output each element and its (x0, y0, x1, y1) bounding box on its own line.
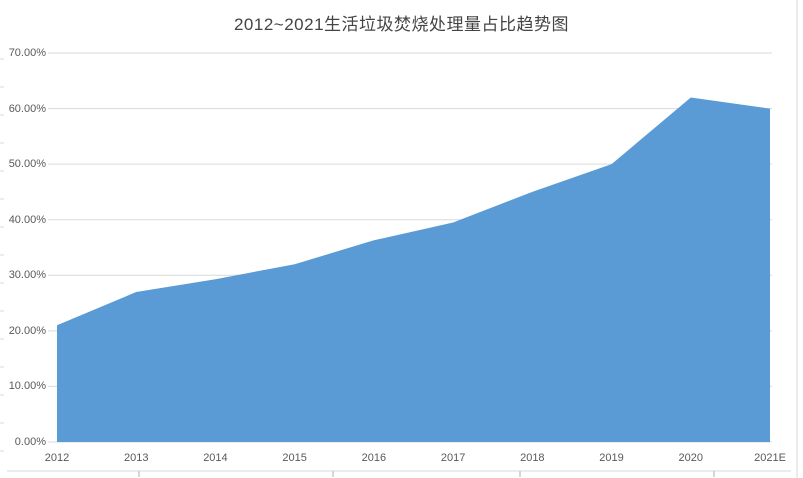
x-tick-label: 2015 (282, 452, 307, 464)
x-tick-label: 2020 (678, 452, 703, 464)
chart-title: 2012~2021生活垃圾焚烧处理量占比趋势图 (233, 15, 570, 34)
y-tick-label: 10.00% (8, 380, 46, 393)
x-tick-label: 2012 (44, 452, 70, 464)
y-tick-label: 70.00% (8, 47, 46, 59)
x-tick-label: 2018 (520, 452, 545, 464)
x-tick-label: 2016 (361, 452, 387, 464)
x-tick-label: 2021E (754, 452, 786, 464)
y-tick-label: 50.00% (8, 158, 46, 171)
x-tick-label: 2013 (123, 452, 149, 464)
y-tick-label: 30.00% (8, 269, 46, 282)
x-tick-label: 2017 (440, 452, 466, 464)
x-tick-label: 2014 (203, 452, 228, 464)
y-tick-label: 0.00% (14, 436, 46, 448)
area-series[interactable] (57, 97, 770, 443)
y-tick-label: 40.00% (8, 213, 46, 226)
y-tick-label: 20.00% (8, 324, 46, 337)
x-tick-label: 2019 (599, 452, 624, 464)
y-tick-label: 60.00% (8, 102, 46, 115)
